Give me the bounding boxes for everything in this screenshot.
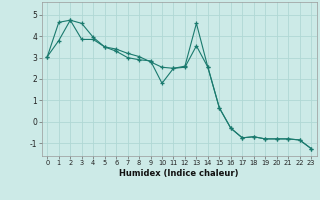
- X-axis label: Humidex (Indice chaleur): Humidex (Indice chaleur): [119, 169, 239, 178]
